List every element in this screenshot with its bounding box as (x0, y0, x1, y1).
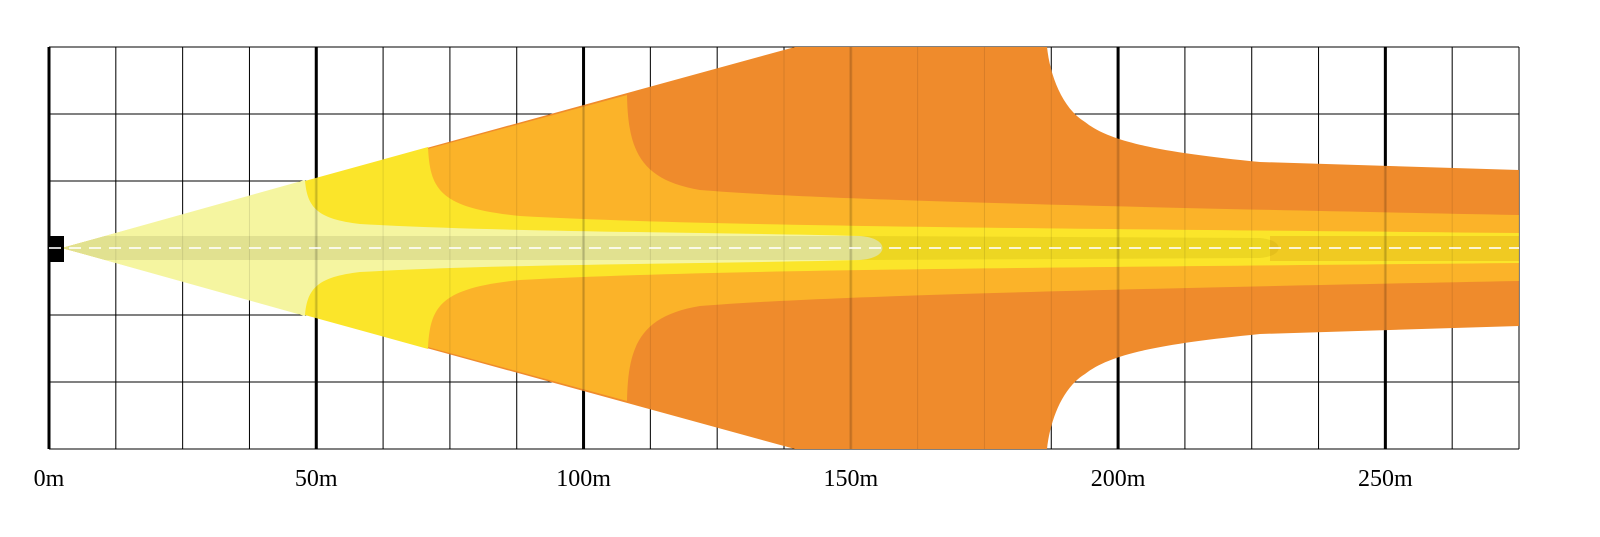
x-tick-label: 100m (556, 466, 611, 492)
x-tick-label: 0m (34, 466, 65, 492)
x-axis: 0m 50m 100m 150m 200m 250m (34, 466, 1413, 492)
x-tick-label: 200m (1091, 466, 1146, 492)
x-tick-label: 250m (1358, 466, 1413, 492)
x-tick-label: 150m (823, 466, 878, 492)
x-tick-label: 50m (295, 466, 338, 492)
